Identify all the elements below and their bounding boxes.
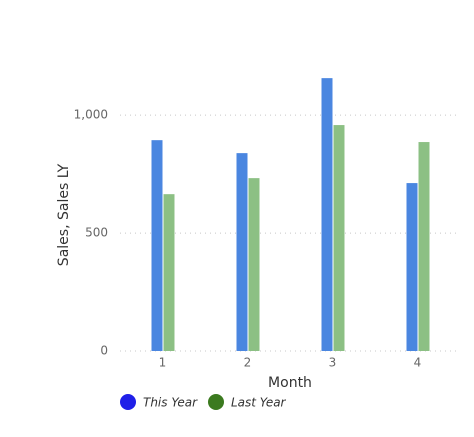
legend-marker — [208, 394, 224, 410]
x-tick-label: 4 — [414, 356, 422, 370]
y-tick-label: 0 — [100, 344, 108, 358]
legend-label: This Year — [143, 396, 198, 410]
x-axis-title: Month — [268, 375, 312, 391]
x-tick-label: 3 — [329, 356, 337, 370]
legend-label: Last Year — [231, 396, 287, 410]
y-tick-label: 1,000 — [74, 108, 108, 122]
x-tick-label: 2 — [244, 356, 252, 370]
bar — [406, 183, 418, 351]
bar — [236, 153, 248, 351]
bar — [321, 78, 333, 351]
bar — [248, 178, 260, 351]
y-axis-title: Sales, Sales LY — [56, 163, 72, 266]
bar — [418, 142, 430, 351]
bar — [151, 140, 163, 351]
bar — [163, 194, 175, 351]
x-tick-label: 1 — [159, 356, 167, 370]
bar — [333, 125, 345, 352]
y-tick-label: 500 — [85, 226, 108, 240]
legend-marker — [120, 394, 136, 410]
